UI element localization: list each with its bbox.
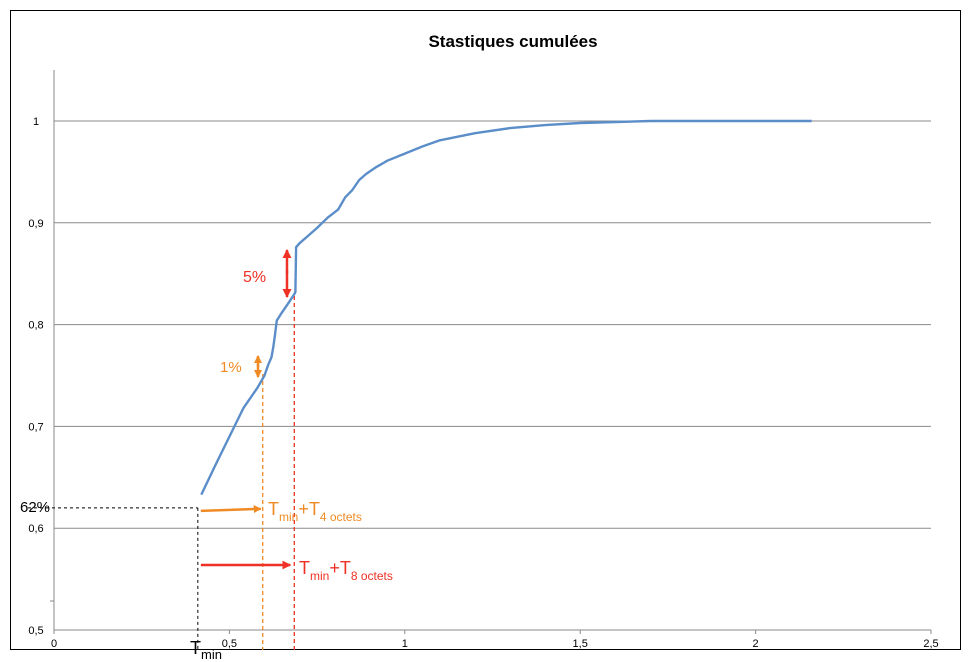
y-tick-label: 0,9 — [28, 218, 43, 230]
grid-lines — [54, 120, 931, 529]
x-tick-labels: 0 0,5 1 1,5 2 2,5 — [51, 630, 939, 650]
y-tick-label: 0,8 — [28, 320, 43, 332]
y-tick-label: 1 — [33, 116, 39, 128]
chart-frame — [10, 10, 961, 650]
chart-title: Stastiques cumulées — [428, 32, 597, 51]
x-tick-label: 1,5 — [573, 638, 588, 650]
y-tick-labels: 0,5 0,6 0,7 0,8 0,9 1 — [28, 116, 54, 637]
label-tmin: Tmin — [190, 638, 222, 662]
y-tick-label: 0,5 — [28, 625, 43, 637]
x-tick-label: 1 — [402, 638, 408, 650]
x-tick-label: 0 — [51, 638, 57, 650]
axes — [53, 70, 931, 631]
arrow-t4 — [200, 505, 262, 514]
x-tick-label: 2,5 — [923, 638, 938, 650]
label-tmin-plus-t4: Tmin+T4 octets — [268, 499, 362, 524]
label-1-percent: 1% — [220, 359, 242, 376]
y-tick-label: 0,7 — [28, 421, 43, 433]
series-line — [200, 119, 812, 496]
annotations: 62% 1% 5% Tmin+T4 octets Tmin+T8 octets Tmin — [20, 249, 393, 662]
x-tick-label: 0,5 — [222, 638, 237, 650]
x-tick-label: 2 — [753, 638, 759, 650]
label-62-percent: 62% — [20, 499, 50, 516]
y-tick-label: 0,6 — [28, 523, 43, 535]
label-tmin-plus-t8: Tmin+T8 octets — [299, 558, 393, 583]
label-5-percent: 5% — [243, 269, 266, 286]
guide-lines — [28, 296, 295, 650]
